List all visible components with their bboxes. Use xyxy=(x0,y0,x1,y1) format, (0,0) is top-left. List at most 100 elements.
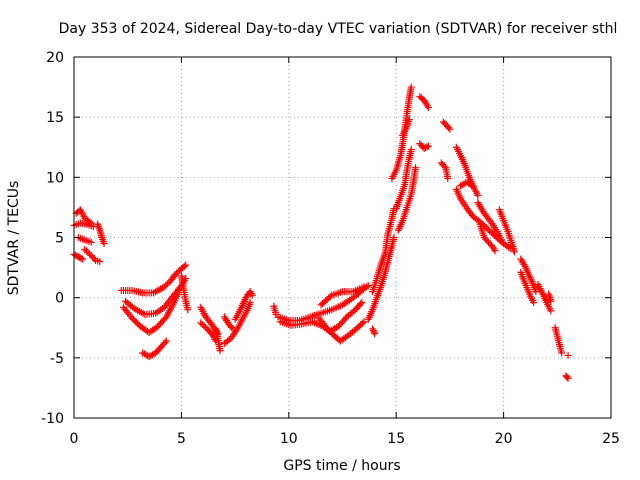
data-point xyxy=(371,330,379,338)
data-point xyxy=(407,83,415,91)
data-point xyxy=(468,182,476,190)
y-axis-label: SDTVAR / TECUs xyxy=(6,181,22,296)
data-point xyxy=(407,146,415,154)
data-point xyxy=(161,339,169,347)
data-point xyxy=(248,291,256,299)
data-point xyxy=(532,288,540,296)
data-point xyxy=(357,321,365,329)
grid-lines xyxy=(74,57,611,418)
data-point xyxy=(530,298,538,306)
data-point xyxy=(486,227,494,235)
data-point xyxy=(163,280,171,288)
y-tick-label: -5 xyxy=(50,351,64,367)
data-point xyxy=(142,351,150,359)
data-point xyxy=(460,180,468,188)
x-axis-label: GPS time / hours xyxy=(283,458,400,474)
x-tick-label: 0 xyxy=(70,431,79,447)
data-point xyxy=(160,283,168,291)
data-point xyxy=(128,303,136,311)
data-point xyxy=(445,124,453,132)
data-point xyxy=(200,322,208,330)
data-point xyxy=(354,324,362,332)
data-point xyxy=(180,262,188,270)
data-point xyxy=(423,143,431,151)
data-point xyxy=(510,248,518,256)
data-point xyxy=(96,258,104,266)
y-tick-label: -10 xyxy=(41,411,64,427)
data-point xyxy=(161,315,169,323)
data-point xyxy=(357,300,365,308)
data-point xyxy=(162,281,170,289)
data-point xyxy=(90,255,98,263)
data-point xyxy=(485,216,493,224)
data-point xyxy=(197,319,205,327)
data-point xyxy=(171,271,179,279)
data-point xyxy=(364,282,372,290)
data-point xyxy=(564,351,572,359)
data-point xyxy=(504,243,512,251)
y-tick-label: 15 xyxy=(46,110,64,126)
data-point xyxy=(228,323,236,331)
data-point xyxy=(182,261,190,269)
data-point xyxy=(352,325,360,333)
data-point xyxy=(564,374,572,382)
x-axis-ticks: 0 5 10 15 20 25 xyxy=(70,57,620,447)
data-point xyxy=(148,351,156,359)
x-tick-label: 20 xyxy=(495,431,513,447)
data-point xyxy=(100,240,108,248)
y-tick-label: 20 xyxy=(46,50,64,66)
data-point xyxy=(81,246,89,254)
data-point xyxy=(424,142,432,150)
data-point xyxy=(482,224,490,232)
data-point xyxy=(184,306,192,314)
data-point xyxy=(474,191,482,199)
data-point xyxy=(358,319,366,327)
data-point xyxy=(370,328,378,336)
data-point xyxy=(158,304,166,312)
data-point xyxy=(440,162,448,170)
y-tick-label: 5 xyxy=(55,231,64,247)
data-point xyxy=(77,254,85,262)
data-point xyxy=(206,318,214,326)
data-point xyxy=(79,255,87,263)
data-point xyxy=(369,327,377,335)
data-point xyxy=(358,298,366,306)
data-point xyxy=(360,283,368,291)
x-tick-label: 10 xyxy=(280,431,298,447)
data-point xyxy=(173,269,181,277)
data-point xyxy=(87,238,95,246)
x-tick-label: 5 xyxy=(177,431,186,447)
data-point xyxy=(497,236,505,244)
data-point xyxy=(326,293,334,301)
data-point xyxy=(547,307,555,315)
data-point xyxy=(563,373,571,381)
y-tick-label: 0 xyxy=(55,291,64,307)
data-point xyxy=(412,164,420,172)
y-axis-ticks: -10 -5 0 5 10 15 20 xyxy=(41,50,611,427)
data-point xyxy=(487,228,495,236)
data-points xyxy=(70,83,572,382)
data-point xyxy=(369,325,377,333)
data-point xyxy=(558,349,566,357)
data-point xyxy=(174,268,182,276)
data-point xyxy=(84,249,92,257)
data-point xyxy=(446,125,454,133)
x-tick-label: 15 xyxy=(387,431,405,447)
data-point xyxy=(246,298,254,306)
data-point xyxy=(341,315,349,323)
data-point xyxy=(82,247,90,255)
data-point xyxy=(424,104,432,112)
data-point xyxy=(491,247,499,255)
chart-title: Day 353 of 2024, Sidereal Day-to-day VTE… xyxy=(59,21,618,37)
data-point xyxy=(484,225,492,233)
data-point xyxy=(470,183,478,191)
data-point xyxy=(360,318,368,326)
data-point xyxy=(355,322,363,330)
data-point xyxy=(216,347,224,355)
data-point xyxy=(390,234,398,241)
data-point xyxy=(162,337,170,345)
data-point xyxy=(198,320,206,328)
data-point xyxy=(547,297,555,305)
data-point xyxy=(86,250,94,258)
